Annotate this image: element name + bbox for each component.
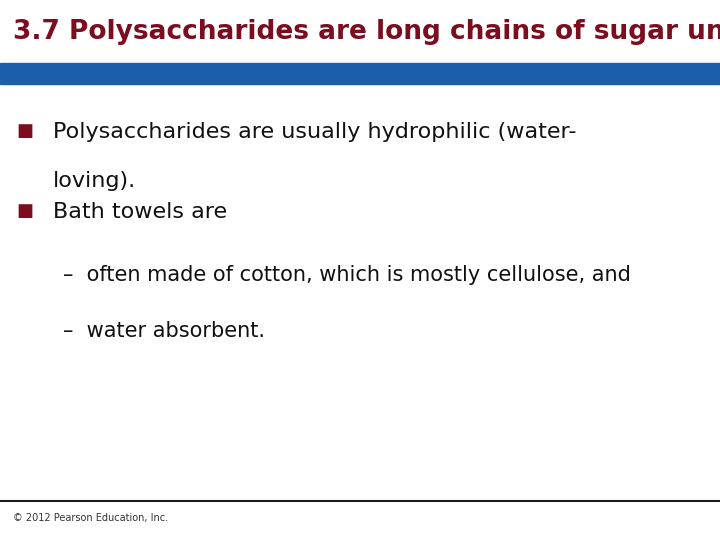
Text: ■: ■ xyxy=(17,202,34,220)
Bar xyxy=(0,63,720,84)
Text: © 2012 Pearson Education, Inc.: © 2012 Pearson Education, Inc. xyxy=(13,512,168,523)
Text: Polysaccharides are usually hydrophilic (water-: Polysaccharides are usually hydrophilic … xyxy=(53,122,576,141)
Text: 3.7 Polysaccharides are long chains of sugar units: 3.7 Polysaccharides are long chains of s… xyxy=(13,19,720,45)
Text: loving).: loving). xyxy=(53,171,135,191)
Text: –  water absorbent.: – water absorbent. xyxy=(63,321,266,341)
Text: ■: ■ xyxy=(17,122,34,139)
Text: –  often made of cotton, which is mostly cellulose, and: – often made of cotton, which is mostly … xyxy=(63,265,631,285)
Text: Bath towels are: Bath towels are xyxy=(53,202,227,222)
